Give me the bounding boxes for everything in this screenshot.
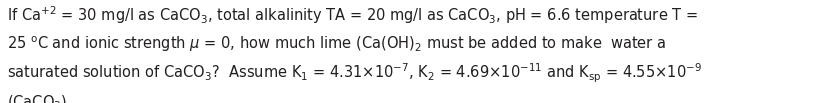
Text: ($\mathrm{CaCO_3}$).: ($\mathrm{CaCO_3}$). (7, 93, 71, 103)
Text: saturated solution of $\mathrm{CaCO_3}$?  Assume $\mathrm{K_1}$ = 4.31×$\mathrm{: saturated solution of $\mathrm{CaCO_3}$?… (7, 62, 701, 85)
Text: 25 $\mathrm{^oC}$ and ionic strength $\mu$ = 0, how much lime ($\mathrm{Ca(OH)_2: 25 $\mathrm{^oC}$ and ionic strength $\m… (7, 35, 666, 54)
Text: If $\mathrm{Ca}^{+2}$ = 30 mg/l as $\mathrm{CaCO_3}$, total alkalinity TA = 20 m: If $\mathrm{Ca}^{+2}$ = 30 mg/l as $\mat… (7, 4, 697, 26)
